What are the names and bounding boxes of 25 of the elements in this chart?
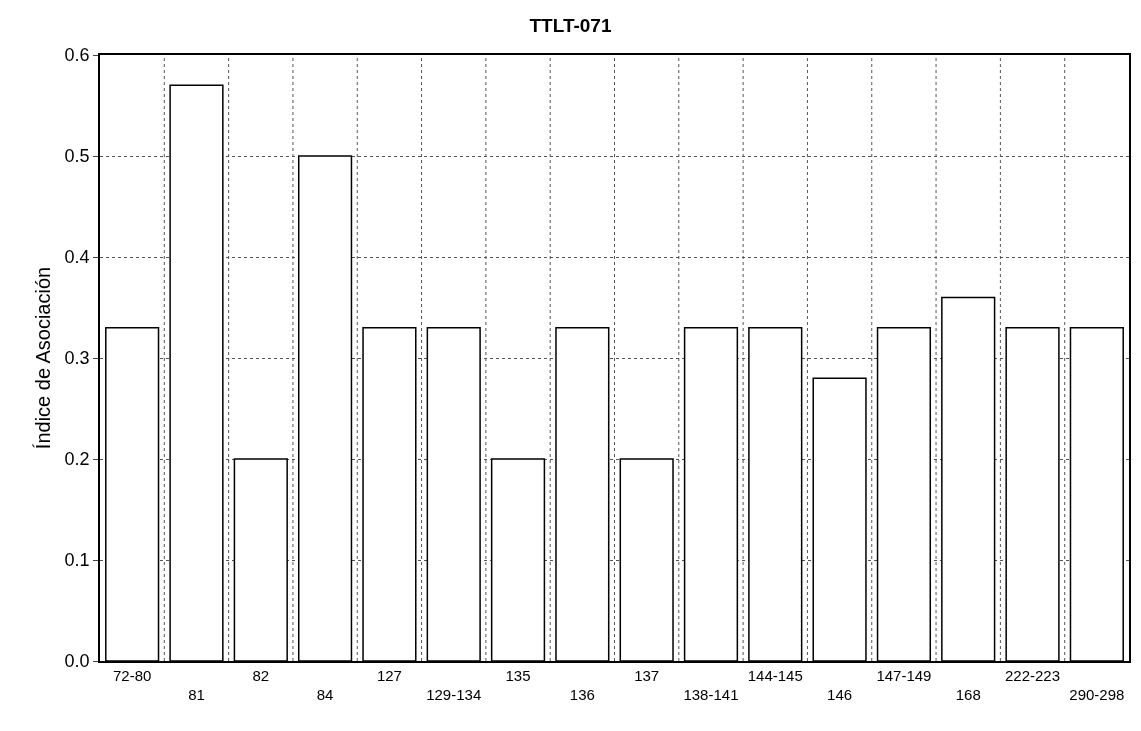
x-tick-label: 127 [376,666,402,684]
y-tick-label: 0.2 [64,449,90,470]
x-tick-label: 72-80 [112,666,152,684]
y-tick-label: 0.5 [64,146,90,167]
x-tick-label: 144-145 [747,666,803,684]
y-tick-label: 0.0 [64,651,90,672]
x-tick-label: 137 [634,666,660,684]
x-tick-label: 81 [188,686,205,704]
x-tick-label: 84 [316,686,334,704]
x-tick-label: 82 [252,666,270,684]
y-tick-label: 0.1 [64,550,90,571]
y-axis-title: Índice de Asociación [31,266,54,450]
x-tick-label: 168 [955,686,981,704]
y-tick-label: 0.3 [64,348,90,369]
x-tick-label: 138-141 [683,686,739,704]
y-tick-label: 0.6 [64,45,90,66]
chart-title: TTLT-071 [529,14,612,36]
x-tick-label: 146 [827,686,853,704]
x-tick-label: 147-149 [876,666,932,684]
x-tick-label: 222-223 [1005,666,1061,684]
x-tick-label: 290-298 [1069,686,1125,704]
x-tick-label: 136 [569,686,595,704]
y-tick-label: 0.4 [64,247,90,268]
x-tick-label: 135 [505,666,531,684]
x-tick-label: 129-134 [426,686,482,704]
